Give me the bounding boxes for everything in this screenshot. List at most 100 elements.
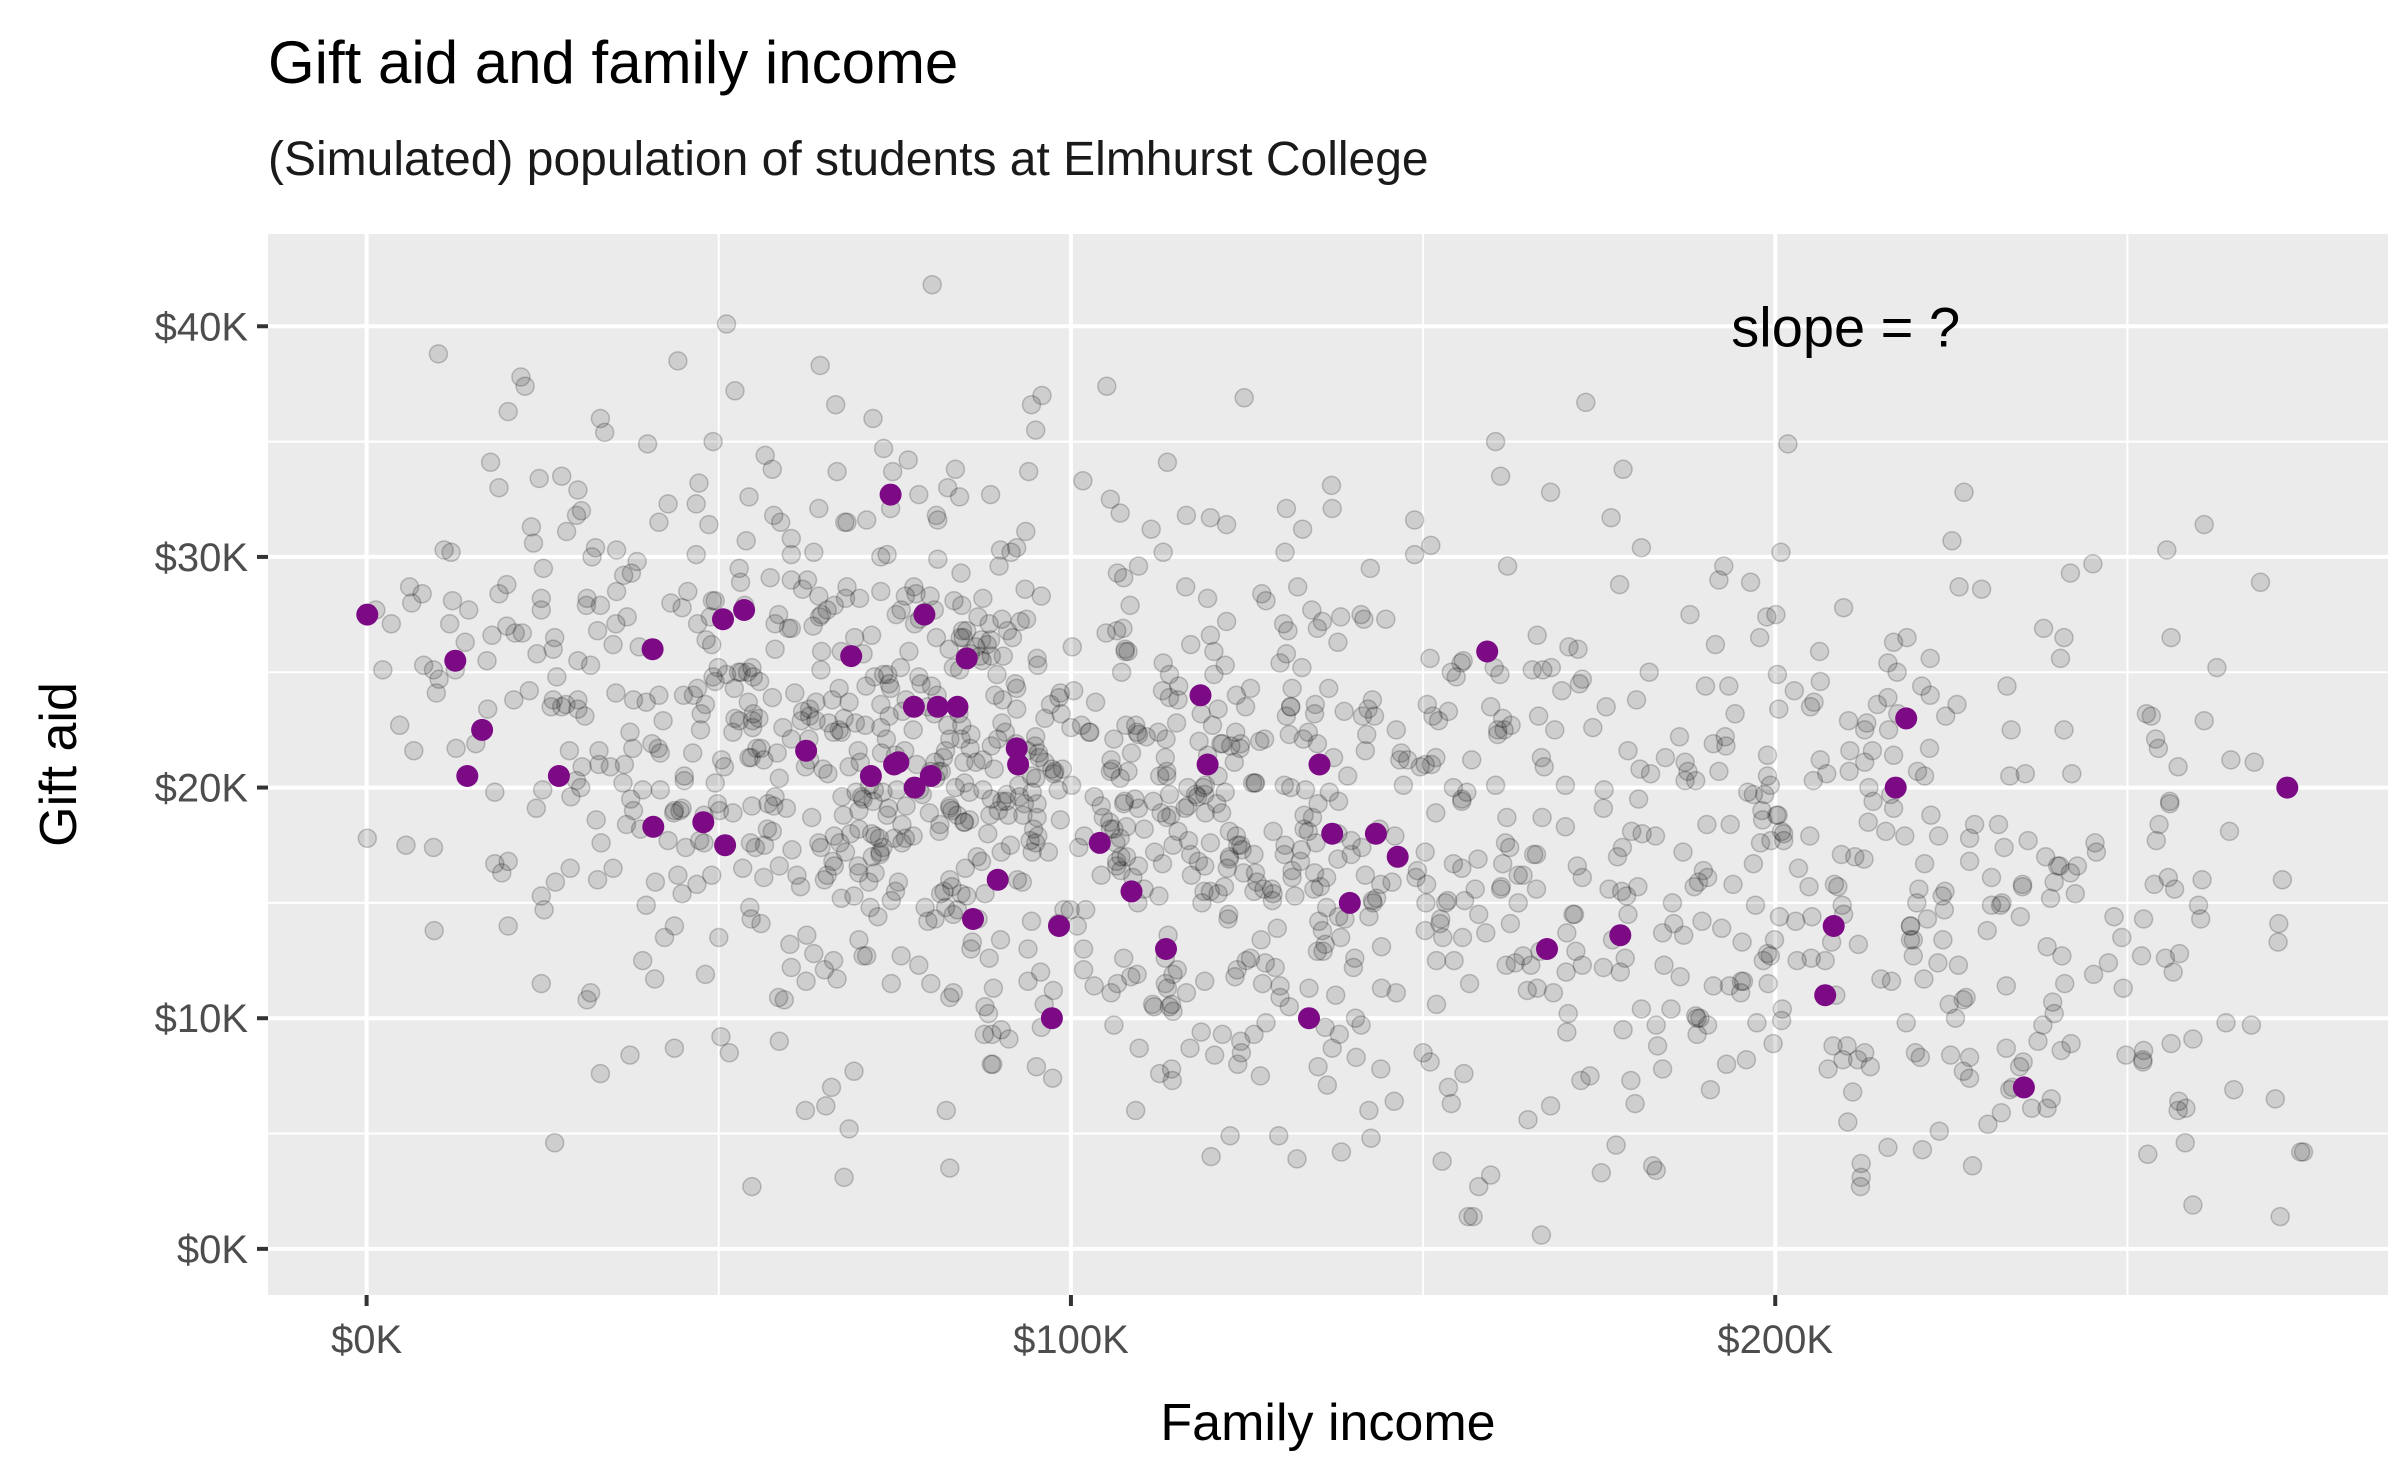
population-point	[975, 883, 995, 904]
population-point	[949, 487, 970, 507]
population-point	[1316, 867, 1337, 888]
population-point	[590, 595, 611, 616]
sample-point	[946, 695, 969, 718]
population-point	[940, 870, 960, 890]
population-point	[650, 743, 671, 763]
population-point	[1758, 973, 1778, 994]
population-point	[831, 888, 852, 909]
population-point	[2015, 763, 2036, 784]
sample-point	[840, 645, 863, 668]
population-point	[1862, 740, 1883, 761]
population-point	[1325, 985, 1346, 1005]
population-point	[649, 512, 669, 533]
sample-point	[692, 811, 715, 834]
population-point	[566, 505, 587, 526]
population-point	[705, 773, 725, 793]
population-point	[1211, 803, 1232, 823]
population-point	[920, 586, 940, 606]
population-point	[2176, 1098, 2196, 1118]
population-point	[636, 895, 656, 915]
population-point	[1397, 750, 1418, 770]
population-point	[1251, 930, 1271, 950]
population-point	[1917, 909, 1938, 929]
population-point	[768, 987, 789, 1008]
population-point	[749, 671, 770, 692]
population-point	[1939, 994, 1959, 1015]
population-point	[1163, 1001, 1183, 1022]
population-point	[1905, 1043, 1926, 1063]
population-point	[1274, 844, 1295, 865]
population-point	[1194, 784, 1215, 805]
population-point	[835, 512, 855, 533]
population-point	[806, 692, 826, 712]
population-point	[1935, 881, 1955, 902]
population-point	[824, 595, 845, 616]
population-point	[1768, 805, 1788, 825]
population-point	[1128, 556, 1149, 576]
population-point	[922, 274, 942, 295]
population-point	[1159, 996, 1180, 1017]
population-point	[2168, 1100, 2188, 1121]
population-point	[770, 512, 791, 533]
population-point	[742, 657, 762, 678]
population-point	[904, 577, 924, 597]
population-point	[1194, 971, 1215, 992]
population-point	[1964, 814, 1985, 835]
population-point	[1528, 706, 1549, 726]
population-point	[1329, 1024, 1350, 1045]
sample-point	[2276, 776, 2299, 799]
population-point	[818, 763, 838, 784]
population-point	[591, 833, 611, 853]
population-point	[572, 757, 592, 777]
population-point	[1723, 874, 1743, 895]
population-point	[978, 1003, 999, 1024]
population-point	[1501, 715, 1521, 736]
population-point	[809, 498, 829, 519]
population-point	[1337, 766, 1358, 786]
population-point	[809, 586, 829, 606]
sample-point	[1298, 1007, 1320, 1030]
population-point	[1256, 1013, 1276, 1033]
population-point	[1176, 983, 1197, 1003]
population-point	[644, 969, 665, 989]
population-point	[699, 514, 719, 535]
population-point	[1441, 662, 1462, 682]
population-point	[985, 685, 1005, 706]
population-point	[762, 459, 783, 480]
population-point	[983, 978, 1004, 998]
population-point	[856, 676, 876, 696]
population-point	[1505, 953, 1526, 973]
population-point	[1023, 819, 1044, 839]
x-tick-label: $0K	[331, 1318, 402, 1362]
population-point	[757, 819, 778, 839]
population-point	[2159, 791, 2180, 812]
axes: $0K $10K $20K $30K $40K $0K $100K $200K	[155, 305, 1834, 1362]
population-point	[1355, 740, 1376, 761]
population-point	[1356, 724, 1377, 745]
population-point	[730, 572, 751, 593]
population-point	[1669, 727, 1690, 747]
sample-point	[1536, 938, 1558, 960]
population-point	[1111, 860, 1131, 881]
population-point	[1859, 777, 1879, 798]
population-point	[814, 960, 835, 980]
population-point	[1733, 971, 1754, 992]
population-point	[1156, 766, 1177, 786]
population-point	[2207, 657, 2227, 678]
population-point	[632, 780, 653, 800]
population-point	[1769, 906, 1790, 927]
population-point	[543, 690, 563, 710]
population-point	[1352, 706, 1373, 726]
population-point	[399, 577, 420, 597]
population-point	[1208, 883, 1228, 904]
population-point	[1557, 1022, 1577, 1042]
population-point	[649, 685, 669, 706]
population-point	[1626, 690, 1647, 710]
population-point	[1228, 1054, 1248, 1075]
population-point	[763, 505, 784, 526]
population-point	[1607, 847, 1628, 867]
population-point	[458, 600, 479, 620]
sample-point	[1189, 684, 1212, 707]
population-point	[1234, 388, 1254, 408]
population-point	[823, 851, 843, 872]
